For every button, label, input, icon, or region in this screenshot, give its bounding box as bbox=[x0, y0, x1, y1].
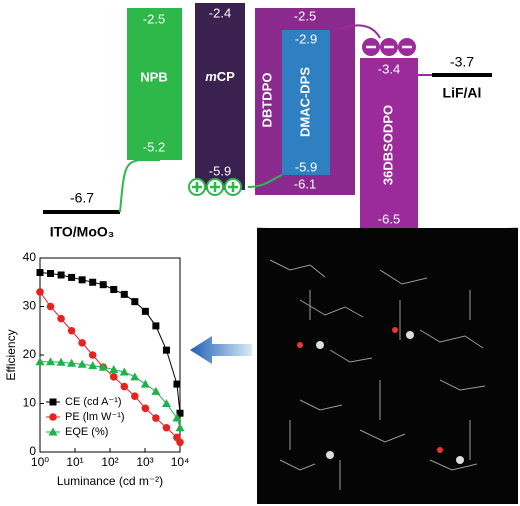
marker bbox=[36, 288, 44, 296]
marker bbox=[162, 346, 170, 354]
marker bbox=[140, 379, 150, 388]
marker bbox=[88, 361, 98, 370]
marker bbox=[176, 438, 184, 447]
marker bbox=[67, 358, 77, 367]
legend-label: CE (cd A⁻¹) bbox=[65, 396, 122, 408]
level: -6.7 bbox=[70, 190, 94, 206]
marker bbox=[152, 322, 160, 330]
marker bbox=[88, 351, 97, 359]
layer-label: DMAC-DPS bbox=[297, 67, 312, 137]
layer-label: mCP bbox=[205, 69, 235, 84]
legend-marker bbox=[49, 398, 57, 406]
marker bbox=[47, 270, 55, 278]
legend-marker bbox=[48, 427, 58, 436]
marker bbox=[36, 269, 44, 277]
level: -5.2 bbox=[143, 139, 165, 154]
legend-label: PE (lm W⁻¹) bbox=[65, 411, 125, 423]
marker bbox=[56, 357, 66, 366]
marker bbox=[99, 281, 107, 289]
marker bbox=[131, 298, 139, 306]
layer-label: LiF/Al bbox=[443, 85, 482, 101]
level: -2.4 bbox=[209, 5, 231, 20]
legend-label: EQE (%) bbox=[65, 426, 108, 438]
y-tick-label: 10 bbox=[23, 396, 37, 410]
level: -6.1 bbox=[294, 176, 316, 191]
marker bbox=[120, 382, 129, 391]
x-tick-label: 10⁴ bbox=[171, 455, 190, 469]
y-tick-label: 30 bbox=[23, 299, 37, 313]
x-axis-label: Luminance (cd m⁻²) bbox=[57, 474, 163, 488]
marker bbox=[110, 286, 118, 294]
level: -3.4 bbox=[378, 61, 400, 76]
level: -2.5 bbox=[294, 8, 316, 23]
y-axis-label: Efficiency bbox=[4, 329, 18, 380]
marker bbox=[57, 271, 65, 279]
chart: 0 10 20 30 40 10⁰ 10¹ 10² 10³ 10⁴ Luminance (cd m⁻… bbox=[4, 250, 189, 488]
marker bbox=[46, 357, 56, 366]
marker bbox=[109, 365, 119, 374]
marker bbox=[152, 414, 160, 422]
marker bbox=[173, 380, 181, 388]
y-tick-label: 40 bbox=[23, 250, 37, 264]
marker bbox=[109, 373, 118, 381]
marker bbox=[130, 372, 140, 381]
marker bbox=[141, 307, 149, 315]
x-tick-label: 10² bbox=[101, 455, 118, 469]
layer-label: NPB bbox=[140, 69, 167, 84]
crystal-image bbox=[256, 227, 519, 504]
layer-label: ITO/MoO₃ bbox=[50, 224, 115, 240]
marker bbox=[161, 399, 171, 407]
level: -2.5 bbox=[143, 11, 165, 26]
level: -6.5 bbox=[378, 211, 400, 226]
label-main: CP bbox=[217, 69, 235, 84]
marker bbox=[151, 386, 161, 395]
marker bbox=[176, 409, 184, 417]
level: -2.9 bbox=[295, 31, 317, 46]
marker bbox=[35, 357, 45, 366]
marker bbox=[78, 339, 86, 347]
label-prefix: m bbox=[205, 69, 217, 84]
x-tick-label: 10⁰ bbox=[31, 455, 49, 469]
marker bbox=[68, 273, 76, 281]
marker bbox=[172, 413, 182, 422]
level: -3.7 bbox=[450, 54, 474, 70]
marker bbox=[175, 423, 185, 432]
x-tick-label: 10¹ bbox=[66, 455, 83, 469]
marker bbox=[162, 423, 171, 432]
marker bbox=[89, 278, 97, 286]
level: -5.9 bbox=[295, 159, 317, 174]
legend-marker bbox=[49, 413, 57, 421]
marker bbox=[120, 290, 128, 298]
marker bbox=[57, 314, 65, 323]
marker bbox=[98, 362, 108, 371]
y-tick-label: 20 bbox=[23, 347, 37, 361]
layer-label: DBTDPO bbox=[259, 73, 274, 128]
marker bbox=[141, 404, 150, 413]
level: -5.9 bbox=[209, 163, 231, 178]
energy-diagram: -6.7 ITO/MoO₃ -2.5 NPB -5.2 -2.4 mCP -5.… bbox=[43, 3, 492, 240]
marker bbox=[119, 367, 129, 376]
arrow bbox=[190, 336, 252, 364]
marker bbox=[46, 302, 55, 311]
y-tick-label: 0 bbox=[29, 444, 36, 458]
marker bbox=[131, 392, 139, 401]
marker bbox=[67, 326, 76, 335]
marker bbox=[77, 359, 87, 368]
layer-label: 36DBSODPO bbox=[380, 105, 395, 185]
x-tick-label: 10³ bbox=[136, 455, 153, 469]
marker bbox=[78, 276, 86, 284]
